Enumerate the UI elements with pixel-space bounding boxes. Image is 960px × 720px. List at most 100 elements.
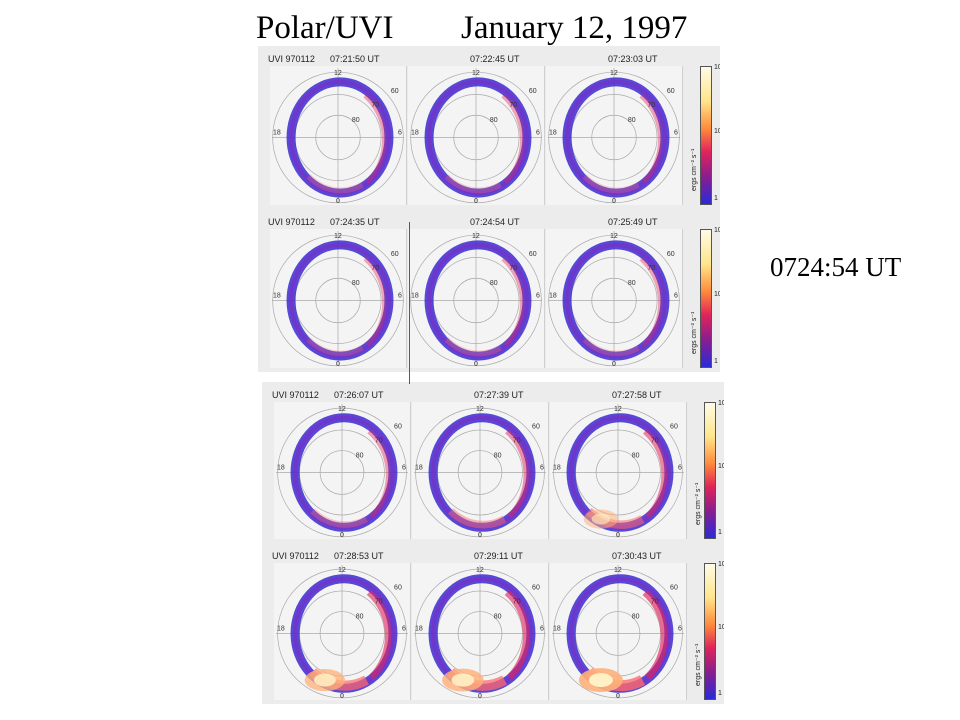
latitude-label-70: 70 (647, 102, 655, 109)
panel-row-header: UVI 970112 (268, 217, 315, 227)
panel-timestamp: 07:30:43 UT (612, 551, 662, 561)
colorbar-tick-label: 100 (714, 64, 720, 71)
latitude-label-70: 70 (651, 598, 659, 605)
mlt-label-6: 6 (540, 465, 544, 472)
mlt-label-12: 12 (610, 70, 618, 77)
mlt-label-6: 6 (678, 465, 682, 472)
polar-auroral-image: 12 0 18 6 60 70 80 (408, 66, 545, 205)
mlt-label-0: 0 (474, 361, 478, 368)
latitude-label-80: 80 (490, 280, 498, 287)
polar-auroral-image: 12 0 18 6 60 70 80 (270, 229, 407, 368)
polar-auroral-image: 12 0 18 6 60 70 80 (270, 66, 407, 205)
latitude-label-70: 70 (375, 598, 383, 605)
latitude-label-80: 80 (356, 452, 364, 459)
polar-auroral-image: 12 0 18 6 60 70 80 (550, 402, 687, 539)
latitude-label-60: 60 (394, 424, 402, 431)
mlt-label-18: 18 (549, 293, 557, 300)
colorbar-tick-label: 10 (718, 462, 724, 470)
mlt-label-12: 12 (614, 406, 622, 413)
latitude-label-60: 60 (670, 424, 678, 431)
mlt-label-12: 12 (472, 70, 480, 77)
mlt-label-0: 0 (478, 693, 482, 700)
panel-timestamp: 07:24:35 UT (330, 217, 380, 227)
polar-auroral-image: 12 0 18 6 60 70 80 (550, 563, 687, 700)
uvi-image-group-1: UVI 970112 07:21:50 UT 12 0 18 6 60 70 80 07:22:4… (258, 46, 720, 372)
latitude-label-80: 80 (628, 280, 636, 287)
panel-timestamp: 07:26:07 UT (334, 390, 384, 400)
mlt-label-12: 12 (476, 567, 484, 574)
mlt-label-18: 18 (273, 130, 281, 137)
mlt-label-18: 18 (411, 293, 419, 300)
panel-timestamp: 07:23:03 UT (608, 54, 658, 64)
panel-row-header: UVI 970112 (272, 390, 319, 400)
latitude-label-80: 80 (628, 117, 636, 124)
mlt-label-18: 18 (415, 626, 423, 633)
event-marker-line (409, 222, 410, 384)
latitude-label-70: 70 (371, 102, 379, 109)
mlt-label-12: 12 (334, 233, 342, 240)
latitude-label-70: 70 (371, 265, 379, 272)
latitude-label-70: 70 (375, 437, 383, 444)
colorbar-tick-label: 10 (718, 623, 724, 631)
latitude-label-60: 60 (667, 88, 675, 95)
colorbar-unit-label: ergs cm⁻² s⁻¹ (695, 643, 702, 686)
colorbar-unit-label: ergs cm⁻² s⁻¹ (691, 148, 698, 191)
latitude-label-70: 70 (509, 265, 517, 272)
mlt-label-0: 0 (616, 532, 620, 539)
colorbar-tick-label: 1 (714, 195, 718, 202)
latitude-label-70: 70 (651, 437, 659, 444)
mlt-label-0: 0 (478, 532, 482, 539)
latitude-label-60: 60 (532, 585, 540, 592)
title-date: January 12, 1997 (461, 10, 688, 46)
panel-row-header: UVI 970112 (272, 551, 319, 561)
latitude-label-60: 60 (667, 251, 675, 258)
mlt-label-6: 6 (536, 130, 540, 137)
mlt-label-18: 18 (415, 465, 423, 472)
panel-timestamp: 07:27:39 UT (474, 390, 524, 400)
latitude-label-70: 70 (513, 437, 521, 444)
latitude-label-80: 80 (494, 613, 502, 620)
panel-row-header: UVI 970112 (268, 54, 315, 64)
mlt-label-0: 0 (336, 361, 340, 368)
mlt-label-0: 0 (612, 361, 616, 368)
latitude-label-80: 80 (352, 117, 360, 124)
uvi-image-group-2: UVI 970112 07:26:07 UT 12 0 18 6 60 70 80 07:27:3… (262, 382, 724, 704)
mlt-label-18: 18 (411, 130, 419, 137)
mlt-label-12: 12 (614, 567, 622, 574)
mlt-label-18: 18 (277, 626, 285, 633)
colorbar-unit-label: ergs cm⁻² s⁻¹ (691, 311, 698, 354)
mlt-label-0: 0 (616, 693, 620, 700)
mlt-label-12: 12 (334, 70, 342, 77)
mlt-label-6: 6 (540, 626, 544, 633)
polar-auroral-image: 12 0 18 6 60 70 80 (274, 402, 411, 539)
title-instrument: Polar/UVI (256, 10, 394, 46)
polar-auroral-image: 12 0 18 6 60 70 80 (274, 563, 411, 700)
mlt-label-6: 6 (402, 626, 406, 633)
latitude-label-80: 80 (494, 452, 502, 459)
mlt-label-12: 12 (472, 233, 480, 240)
colorbar-tick-label: 10 (714, 290, 720, 298)
mlt-label-6: 6 (674, 293, 678, 300)
mlt-label-12: 12 (610, 233, 618, 240)
latitude-label-70: 70 (513, 598, 521, 605)
latitude-label-60: 60 (532, 424, 540, 431)
colorbar-tick-label: 1 (718, 529, 722, 536)
panel-timestamp: 07:25:49 UT (608, 217, 658, 227)
panel-timestamp: 07:28:53 UT (334, 551, 384, 561)
mlt-label-6: 6 (398, 130, 402, 137)
mlt-label-18: 18 (549, 130, 557, 137)
mlt-label-6: 6 (678, 626, 682, 633)
colorbar-tick-label: 100 (718, 561, 724, 568)
polar-auroral-image: 12 0 18 6 60 70 80 (546, 66, 683, 205)
latitude-label-80: 80 (352, 280, 360, 287)
mlt-label-12: 12 (338, 406, 346, 413)
panel-timestamp: 07:22:45 UT (470, 54, 520, 64)
latitude-label-60: 60 (529, 88, 537, 95)
latitude-label-80: 80 (356, 613, 364, 620)
latitude-label-80: 80 (632, 613, 640, 620)
colorbar-tick-label: 1 (718, 690, 722, 697)
mlt-label-18: 18 (277, 465, 285, 472)
latitude-label-60: 60 (391, 88, 399, 95)
colorbar-tick-label: 10 (714, 127, 720, 135)
colorbar-tick-label: 100 (718, 400, 724, 407)
